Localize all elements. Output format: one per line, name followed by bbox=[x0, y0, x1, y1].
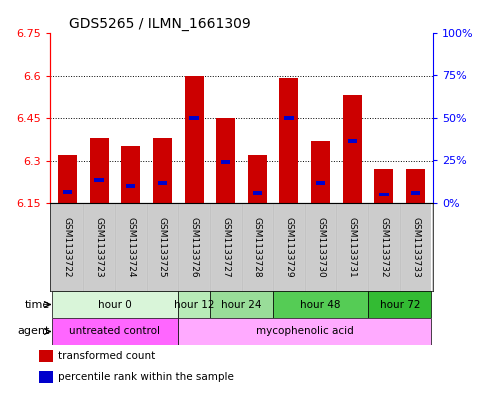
Text: GSM1133732: GSM1133732 bbox=[380, 217, 388, 277]
Bar bbox=[52, 318, 178, 345]
Text: hour 24: hour 24 bbox=[221, 299, 262, 310]
Bar bbox=[221, 160, 230, 164]
Text: percentile rank within the sample: percentile rank within the sample bbox=[58, 372, 234, 382]
Bar bbox=[253, 191, 262, 195]
Text: GSM1133730: GSM1133730 bbox=[316, 217, 325, 277]
Bar bbox=[343, 95, 362, 203]
Text: hour 0: hour 0 bbox=[98, 299, 132, 310]
Text: GSM1133731: GSM1133731 bbox=[348, 217, 357, 277]
Bar bbox=[210, 291, 273, 318]
Bar bbox=[316, 181, 326, 185]
Bar bbox=[157, 181, 167, 185]
Bar bbox=[273, 291, 368, 318]
Bar bbox=[39, 371, 53, 384]
Bar bbox=[185, 75, 203, 203]
Text: agent: agent bbox=[17, 327, 50, 336]
Text: GSM1133724: GSM1133724 bbox=[126, 217, 135, 277]
Bar bbox=[216, 118, 235, 203]
Bar bbox=[63, 190, 72, 193]
Text: mycophenolic acid: mycophenolic acid bbox=[256, 327, 354, 336]
Text: GSM1133725: GSM1133725 bbox=[158, 217, 167, 277]
Bar bbox=[178, 318, 431, 345]
Text: time: time bbox=[25, 299, 50, 310]
Bar bbox=[189, 116, 199, 120]
Bar bbox=[94, 178, 104, 182]
Bar bbox=[406, 169, 425, 203]
Text: untreated control: untreated control bbox=[70, 327, 160, 336]
Text: GSM1133722: GSM1133722 bbox=[63, 217, 72, 277]
Text: hour 48: hour 48 bbox=[300, 299, 341, 310]
Text: GSM1133727: GSM1133727 bbox=[221, 217, 230, 277]
Text: hour 12: hour 12 bbox=[174, 299, 214, 310]
Text: transformed count: transformed count bbox=[58, 351, 155, 361]
Bar bbox=[121, 146, 140, 203]
Bar bbox=[411, 191, 420, 195]
Bar bbox=[374, 169, 394, 203]
Bar bbox=[248, 155, 267, 203]
Bar bbox=[58, 155, 77, 203]
Text: hour 72: hour 72 bbox=[380, 299, 420, 310]
Bar bbox=[52, 291, 178, 318]
Bar bbox=[126, 184, 135, 188]
Text: GSM1133726: GSM1133726 bbox=[189, 217, 199, 277]
Text: GDS5265 / ILMN_1661309: GDS5265 / ILMN_1661309 bbox=[69, 17, 251, 31]
Bar bbox=[348, 139, 357, 143]
Text: GSM1133733: GSM1133733 bbox=[411, 217, 420, 277]
Bar bbox=[89, 138, 109, 203]
Bar bbox=[153, 138, 172, 203]
Bar bbox=[284, 116, 294, 120]
Bar bbox=[178, 291, 210, 318]
Text: GSM1133729: GSM1133729 bbox=[284, 217, 294, 277]
Bar bbox=[280, 78, 298, 203]
Bar bbox=[39, 350, 53, 362]
Bar bbox=[311, 141, 330, 203]
Bar bbox=[379, 193, 389, 196]
Text: GSM1133728: GSM1133728 bbox=[253, 217, 262, 277]
Bar bbox=[368, 291, 431, 318]
Text: GSM1133723: GSM1133723 bbox=[95, 217, 103, 277]
